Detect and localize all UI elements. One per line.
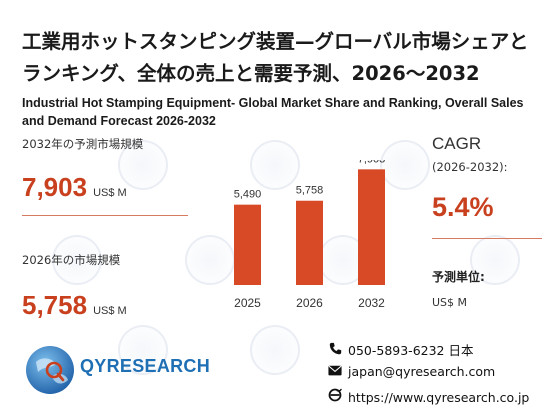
forecast-unit-title: 予測単位: [432, 270, 485, 284]
divider-line [432, 238, 542, 239]
cagr-value: 5.4% [432, 192, 494, 222]
bar-value-label: 5,490 [234, 189, 262, 201]
cagr-title: CAGR [432, 134, 482, 153]
forecast-size-unit: US$ M [93, 187, 127, 199]
bar-2032 [358, 169, 385, 285]
company-logo: QYRESEARCH [22, 340, 210, 404]
bar-value-label: 5,758 [296, 185, 324, 197]
current-size-unit: US$ M [93, 305, 127, 317]
current-size-number: 5,758 [22, 290, 88, 320]
phone-icon [326, 342, 344, 359]
contact-email: japan@qyresearch.com [326, 364, 495, 380]
page-title-japanese: 工業用ホットスタンピング装置—グローバル市場シェアとランキング、全体の売上と需要… [22, 30, 529, 85]
globe-icon [26, 346, 74, 394]
mail-icon [326, 365, 344, 380]
contact-phone: 050-5893-6232 日本 [326, 340, 473, 359]
bar-chart: 5,490 2025 5,758 2026 7,903 2032 [234, 160, 386, 310]
forecast-unit-value: US$ M [432, 296, 468, 309]
browser-icon [326, 388, 344, 406]
divider-line [22, 215, 188, 216]
category-label: 2025 [234, 296, 261, 310]
bar-value-label: 7,903 [358, 160, 386, 165]
forecast-size-value: 7,903 US$ M [22, 172, 127, 203]
category-label: 2026 [296, 296, 323, 310]
category-label: 2032 [358, 296, 385, 310]
current-size-value: 5,758 US$ M [22, 290, 127, 321]
page-title-english: Industrial Hot Stamping Equipment- Globa… [22, 96, 524, 128]
forecast-size-label: 2032年の予測市場規模 [22, 137, 144, 151]
forecast-size-number: 7,903 [22, 172, 88, 202]
website-link[interactable]: https://www.qyresearch.co.jp [348, 390, 530, 405]
company-logo-text: QYRESEARCH [80, 356, 211, 376]
contact-website: https://www.qyresearch.co.jp [326, 388, 529, 406]
cagr-period: (2026-2032): [432, 160, 508, 174]
bar-2025 [234, 204, 261, 285]
current-size-label: 2026年の市場規模 [22, 253, 121, 267]
watermark-logo [250, 325, 300, 375]
email-link[interactable]: japan@qyresearch.com [348, 364, 496, 379]
bar-2026 [296, 200, 323, 285]
phone-number: 050-5893-6232 日本 [348, 343, 474, 358]
bar-group: 5,490 2025 5,758 2026 7,903 2032 [234, 160, 386, 310]
